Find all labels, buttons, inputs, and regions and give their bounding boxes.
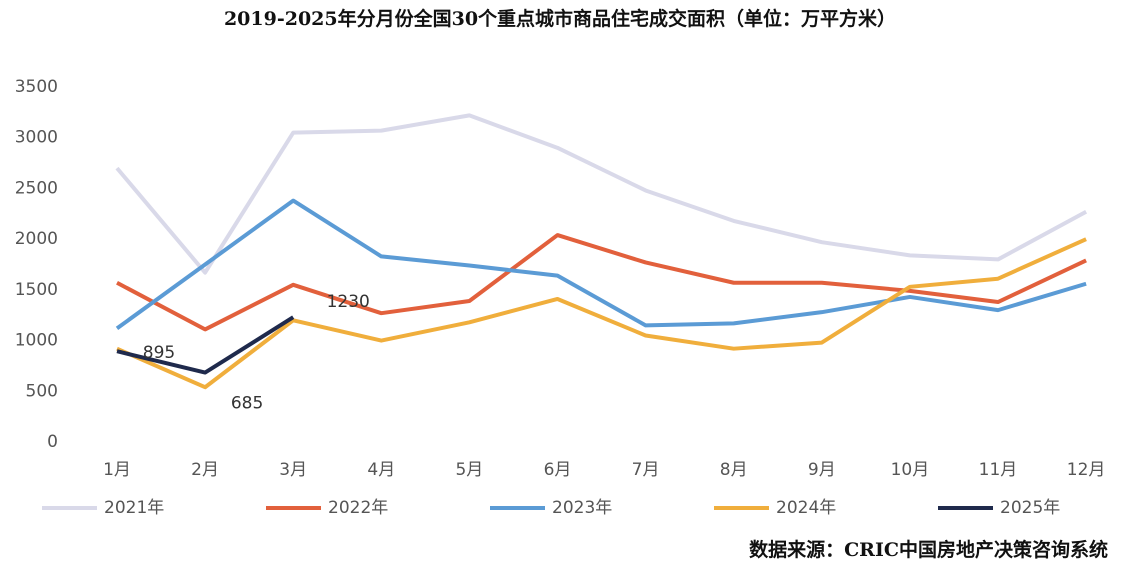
x-tick-label: 4月 xyxy=(367,460,395,480)
series-line xyxy=(116,315,295,375)
series-line xyxy=(115,198,1087,331)
data-label: 895 xyxy=(143,343,175,363)
y-tick-label: 2500 xyxy=(15,178,58,198)
y-tick-label: 500 xyxy=(26,381,58,401)
data-label: 685 xyxy=(231,394,263,414)
legend-label: 2025年 xyxy=(1000,498,1060,518)
x-tick-label: 6月 xyxy=(544,460,572,480)
x-tick-label: 2月 xyxy=(191,460,219,480)
x-tick-label: 7月 xyxy=(632,460,660,480)
y-tick-label: 0 xyxy=(47,432,58,452)
legend-label: 2024年 xyxy=(776,498,836,518)
x-tick-label: 8月 xyxy=(720,460,748,480)
series-line xyxy=(116,233,1087,332)
legend-label: 2022年 xyxy=(328,498,388,518)
x-tick-label: 5月 xyxy=(455,460,483,480)
source: 数据来源：CRIC中国房地产决策咨询系统 xyxy=(749,538,1108,561)
y-tick-label: 3500 xyxy=(15,77,58,97)
y-tick-label: 1000 xyxy=(15,331,58,351)
series-line xyxy=(116,237,1087,390)
y-tick-label: 2000 xyxy=(15,229,58,249)
x-tick-label: 1月 xyxy=(103,460,131,480)
chart-title: 2019-2025年分月份全国30个重点城市商品住宅成交面积（单位：万平方米） xyxy=(224,7,896,30)
x-tick-label: 9月 xyxy=(808,460,836,480)
x-tick-label: 10月 xyxy=(891,460,930,480)
data-label: 1230 xyxy=(327,292,370,312)
series-line xyxy=(115,113,1088,275)
x-tick-label: 3月 xyxy=(279,460,307,480)
x-tick-label: 12月 xyxy=(1067,460,1106,480)
legend-label: 2023年 xyxy=(552,498,612,518)
legend-label: 2021年 xyxy=(104,498,164,518)
y-tick-label: 1500 xyxy=(15,280,58,300)
y-tick-label: 3000 xyxy=(15,128,58,148)
x-tick-label: 11月 xyxy=(979,460,1018,480)
